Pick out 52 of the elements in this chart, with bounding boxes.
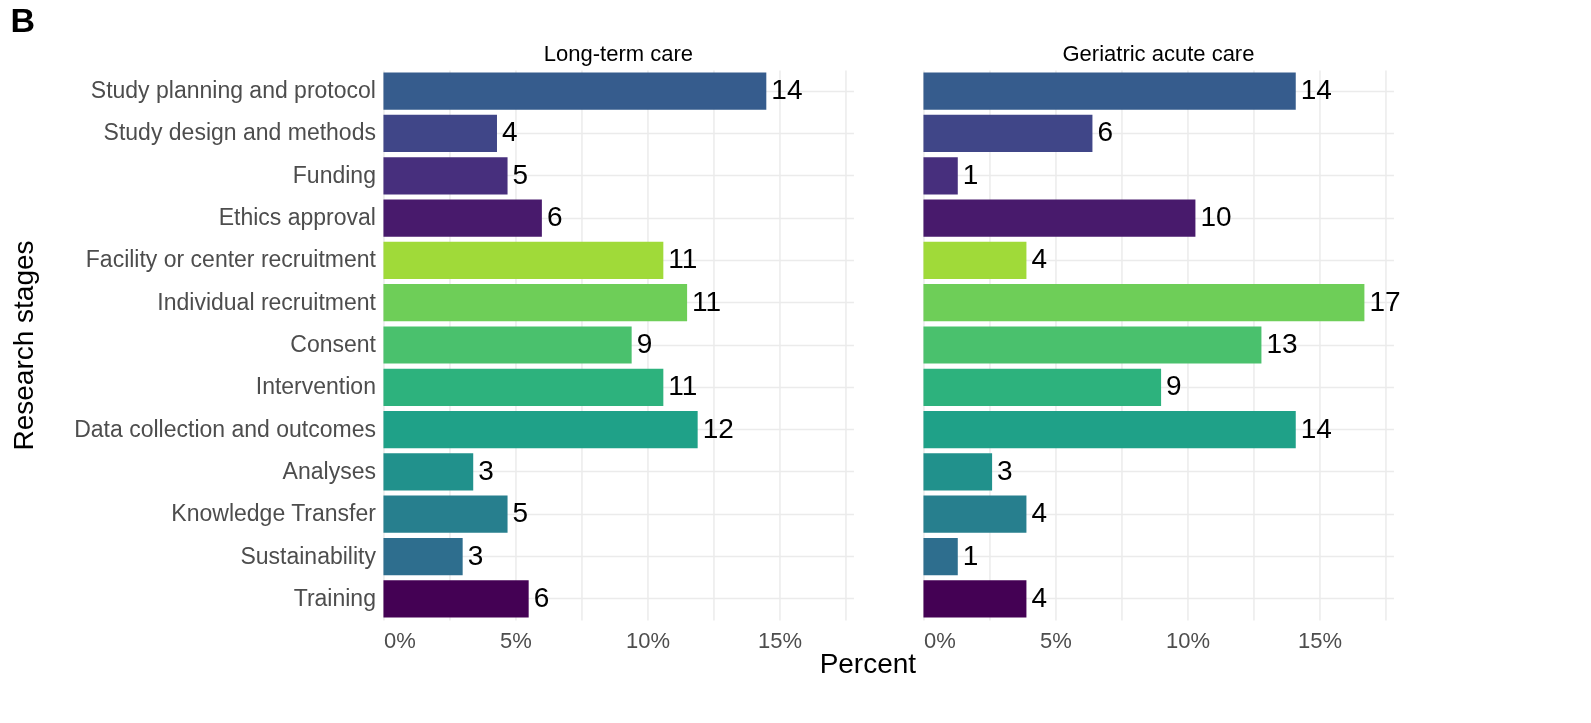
data-label: 4 [501, 116, 518, 148]
data-label: 14 [1300, 74, 1332, 106]
x-tick-label: 10% [625, 627, 671, 653]
y-tick-label: Intervention [255, 373, 376, 400]
data-label: 6 [546, 201, 563, 233]
y-tick-label: Ethics approval [218, 204, 376, 231]
data-label: 4 [1031, 243, 1048, 275]
data-label: 5 [512, 497, 529, 529]
text: B [10, 1, 36, 39]
data-label: 5 [512, 158, 529, 190]
y-tick-label: Funding [292, 161, 376, 188]
x-tick-label: 0% [923, 627, 956, 653]
y-tick-label: Knowledge Transfer [171, 500, 377, 527]
data-label: 3 [997, 454, 1013, 486]
data-label: 11 [668, 370, 698, 402]
y-tick-label: Study planning and protocol [90, 77, 376, 104]
data-label: 9 [1166, 370, 1182, 402]
data-label: 3 [478, 454, 494, 486]
data-label: 14 [771, 74, 803, 106]
data-label: 12 [702, 412, 734, 444]
data-label: 11 [692, 285, 722, 317]
y-tick-label: Study design and methods [103, 119, 376, 146]
data-label: 14 [1300, 412, 1332, 444]
data-label: 10 [1200, 201, 1232, 233]
data-label: 13 [1266, 328, 1298, 359]
y-tick-label: Individual recruitment [157, 288, 377, 315]
data-label: 6 [1097, 116, 1114, 148]
data-label: 3 [467, 539, 484, 571]
x-tick-label: 10% [1165, 627, 1211, 653]
x-axis-title: Percent [819, 648, 917, 679]
y-axis-title: Research stages [7, 240, 39, 451]
x-tick-label: 15% [757, 627, 803, 653]
chart-title: Long-term care [543, 41, 694, 66]
x-tick-label: 0% [383, 627, 416, 653]
y-tick-label: Sustainability [240, 542, 377, 569]
x-tick-label: 15% [1297, 627, 1343, 653]
x-tick-label: 5% [500, 627, 532, 653]
y-tick-label: Data collection and outcomes [74, 415, 376, 442]
data-label: 11 [668, 243, 698, 275]
data-label: 6 [533, 581, 550, 613]
y-tick-label: Facility or center recruitment [85, 246, 377, 273]
chart-title: Geriatric acute care [1062, 41, 1255, 66]
data-label: 9 [636, 328, 653, 359]
data-label: 4 [1031, 581, 1048, 613]
y-tick-label: Analyses [282, 457, 376, 484]
data-label: 4 [1031, 497, 1048, 529]
data-label: 1 [962, 539, 979, 571]
x-tick-label: 5% [1040, 627, 1072, 653]
y-tick-label: Training [293, 584, 376, 611]
data-label: 1 [962, 158, 979, 190]
y-tick-label: Consent [290, 331, 377, 357]
data-label: 17 [1369, 285, 1401, 317]
